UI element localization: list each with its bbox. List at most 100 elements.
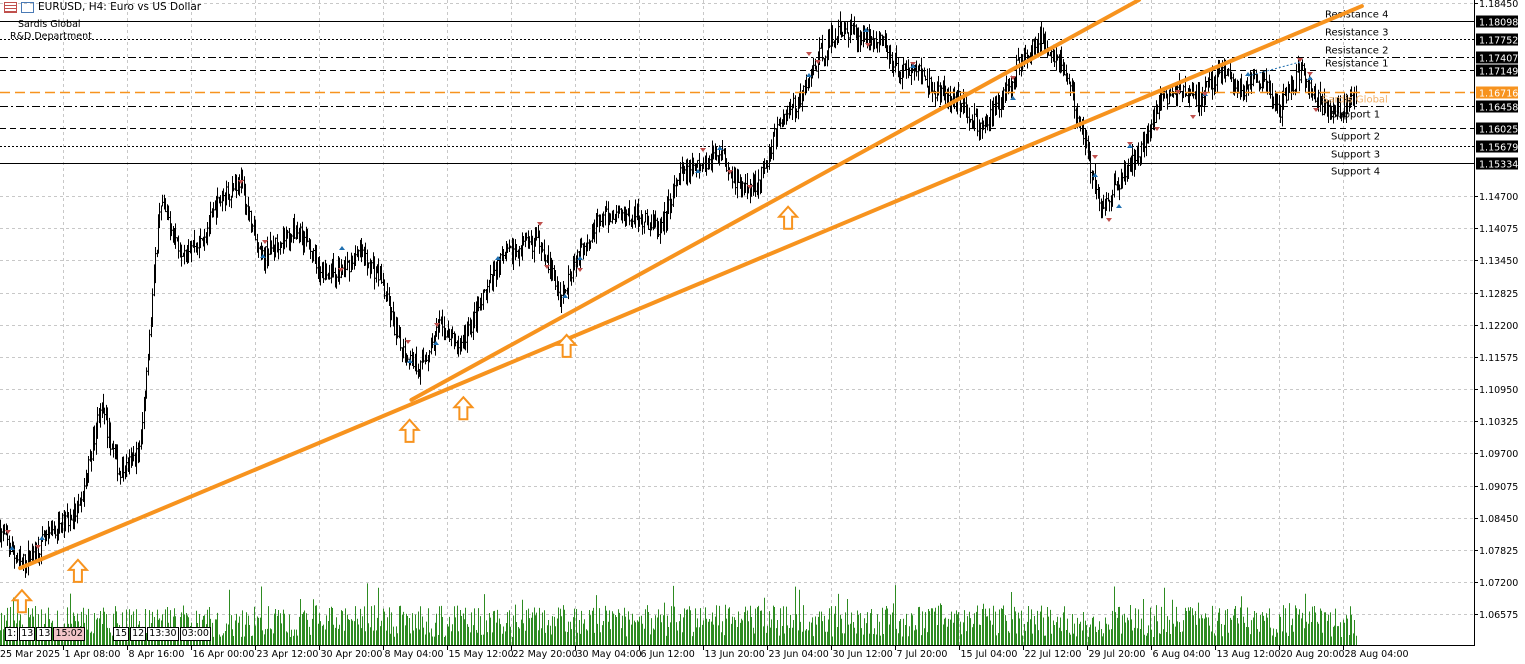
price-bar	[322, 261, 325, 283]
price-tick-label: 1.12825	[1479, 289, 1518, 300]
price-bar	[844, 22, 847, 35]
price-bar	[1311, 88, 1314, 101]
price-bar	[348, 259, 351, 282]
price-bar	[1324, 98, 1327, 114]
sell-marker-icon	[238, 180, 244, 184]
price-bar	[319, 266, 322, 286]
price-bar	[766, 160, 769, 173]
time-marker[interactable]: 13	[19, 627, 36, 641]
trendline[interactable]	[18, 4, 1364, 571]
sell-marker-icon	[544, 265, 550, 269]
price-bar	[776, 116, 779, 147]
price-bar	[1118, 184, 1121, 201]
price-bar	[876, 41, 879, 53]
sell-marker-icon	[865, 43, 871, 47]
price-bar	[779, 117, 782, 128]
price-tick-label: 1.14075	[1479, 224, 1518, 235]
price-bar	[586, 234, 589, 252]
price-bar	[1143, 131, 1146, 158]
price-bar	[634, 199, 637, 228]
time-marker[interactable]: 03:00	[179, 627, 211, 641]
price-bar	[212, 202, 215, 218]
price-bar	[654, 210, 657, 228]
price-bar	[857, 27, 860, 53]
price-label: 1.16458	[1479, 103, 1518, 114]
price-bar	[332, 253, 335, 278]
sell-marker-icon	[1307, 72, 1313, 76]
price-bar	[406, 354, 409, 362]
brand-name: Sardis Global	[18, 19, 81, 30]
sell-marker-icon	[5, 530, 11, 534]
price-bar	[1137, 142, 1140, 166]
price-bar	[170, 223, 173, 237]
price-tick-label: 1.13450	[1479, 256, 1518, 267]
time-tick-label: 8 May 04:00	[385, 649, 444, 660]
price-bar	[789, 98, 792, 116]
price-bar	[960, 102, 963, 113]
price-bar	[986, 115, 989, 131]
buy-marker-icon	[260, 254, 266, 258]
price-bar	[13, 545, 16, 569]
trendline[interactable]	[409, 0, 1141, 402]
price-bar	[725, 158, 728, 172]
sell-marker-icon	[806, 52, 812, 56]
price-tick-label: 1.18450	[1479, 0, 1518, 10]
price-bar	[837, 19, 840, 44]
time-marker-highlighted[interactable]: 15:02	[53, 627, 85, 641]
price-bar	[940, 85, 943, 103]
price-bar	[1243, 85, 1246, 100]
price-bar	[293, 213, 296, 240]
price-bar	[1031, 39, 1034, 58]
price-bar	[966, 104, 969, 124]
price-bar	[641, 214, 644, 235]
sell-marker-icon	[35, 545, 41, 549]
time-tick-label: 13 Jun 20:00	[705, 649, 765, 660]
price-bar	[1276, 93, 1279, 114]
chart-template-icon[interactable]	[21, 1, 34, 13]
price-bar	[638, 215, 641, 227]
price-bar	[489, 264, 492, 284]
price-bar	[193, 229, 196, 253]
level-label: Resistance 3	[1325, 28, 1388, 39]
price-bar	[1121, 172, 1124, 189]
price-bar	[286, 229, 289, 239]
time-marker[interactable]: 15	[113, 627, 130, 641]
price-bar	[396, 317, 399, 339]
price-bar	[344, 256, 347, 278]
time-tick-label: 22 May 20:00	[513, 649, 578, 660]
trendlines[interactable]	[18, 0, 1364, 571]
time-axis[interactable]: 25 Mar 2025 1 Apr 08:00 8 Apr 16:00 16 Apr …	[0, 645, 1409, 660]
price-label: 1.16716	[1479, 89, 1518, 100]
chart-header: EURUSD, H4: Euro vs US Dollar	[4, 1, 201, 13]
price-bar	[145, 367, 148, 399]
price-bar	[1305, 78, 1308, 88]
time-marker[interactable]: 13	[36, 627, 53, 641]
price-bar	[1259, 83, 1262, 90]
price-bar	[325, 263, 328, 280]
chart-list-icon[interactable]	[4, 1, 17, 13]
price-bar	[918, 63, 921, 72]
price-bar	[1337, 95, 1340, 114]
price-bar	[1131, 144, 1134, 176]
price-bar	[1127, 158, 1130, 179]
time-tick-label: 30 May 04:00	[577, 649, 642, 660]
up-arrow-markers	[10, 205, 800, 614]
price-bar	[518, 245, 521, 267]
sell-marker-icon	[815, 60, 821, 64]
price-bar	[393, 311, 396, 336]
time-markers-right: 15 12 13:30 03:00	[113, 627, 211, 641]
price-bar	[924, 75, 927, 81]
time-marker[interactable]: 12	[130, 627, 147, 641]
time-marker[interactable]: 13:30	[147, 627, 179, 641]
price-bar	[167, 205, 170, 221]
price-bar	[905, 60, 908, 79]
price-bar	[128, 449, 131, 475]
price-bar	[496, 259, 499, 280]
price-bar	[1263, 72, 1266, 82]
time-marker[interactable]: 1:	[5, 627, 19, 641]
up-arrow-icon	[776, 205, 800, 230]
price-axis[interactable]: 1.18450 1.14700 1.14075 1.13450 1.12825 1.122…	[1474, 0, 1518, 621]
time-tick-label: 6 Aug 04:00	[1153, 649, 1211, 660]
support-resistance-levels: Resistance 4 Resistance 3 Resistance 2 Resi…	[0, 10, 1474, 178]
